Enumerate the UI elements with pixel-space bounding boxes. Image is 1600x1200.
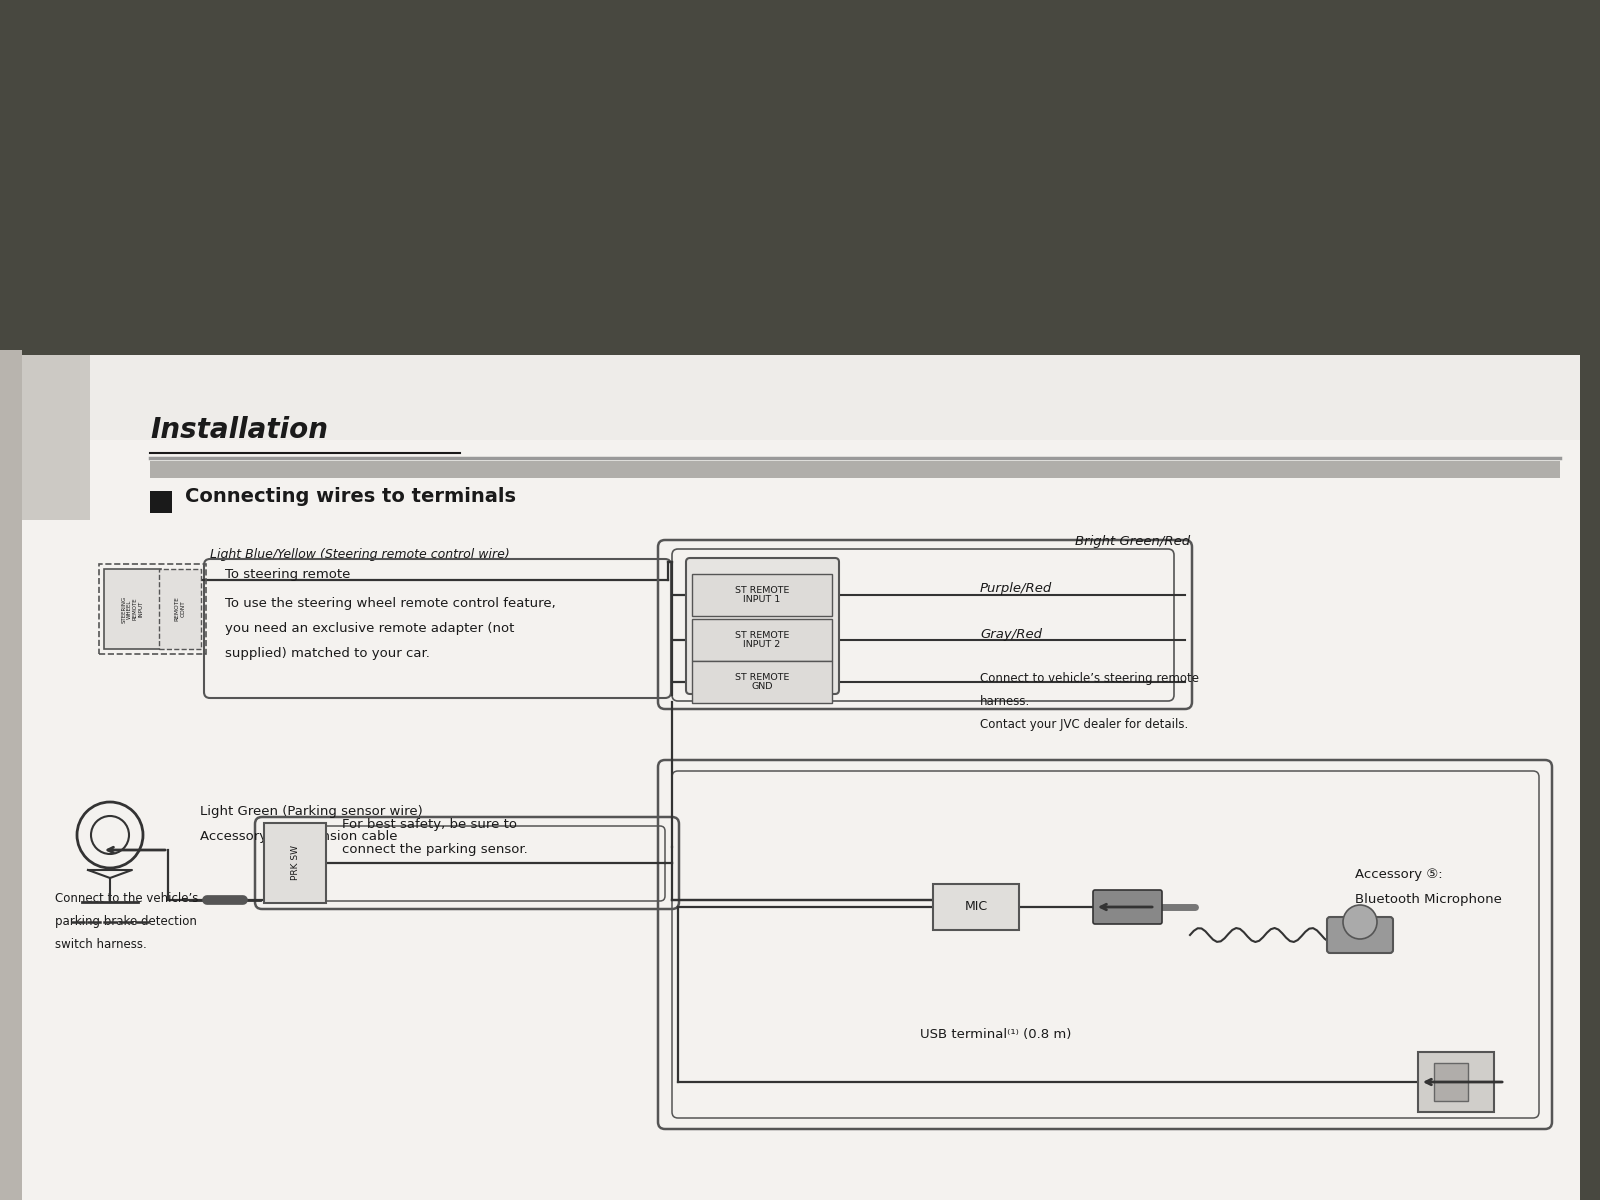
Text: harness.: harness. (979, 695, 1030, 708)
FancyBboxPatch shape (933, 884, 1019, 930)
Text: ST REMOTE
INPUT 1: ST REMOTE INPUT 1 (734, 586, 789, 605)
Text: Accessory ④: Extension cable: Accessory ④: Extension cable (200, 830, 397, 842)
Bar (19, 355, 90, 520)
Bar (19, 355, 1581, 1200)
FancyBboxPatch shape (1418, 1052, 1494, 1112)
Text: you need an exclusive remote adapter (not: you need an exclusive remote adapter (no… (226, 622, 514, 635)
FancyBboxPatch shape (691, 661, 832, 703)
FancyBboxPatch shape (1434, 1063, 1469, 1102)
Text: For best safety, be sure to: For best safety, be sure to (342, 818, 517, 830)
Bar (0, 350, 22, 1200)
FancyBboxPatch shape (104, 569, 162, 649)
FancyBboxPatch shape (691, 574, 832, 616)
Text: Bright Green/Red: Bright Green/Red (1075, 535, 1190, 548)
Text: Connect to the vehicle’s: Connect to the vehicle’s (54, 892, 198, 905)
Text: To steering remote: To steering remote (226, 568, 350, 581)
Text: Connecting wires to terminals: Connecting wires to terminals (186, 487, 515, 506)
FancyBboxPatch shape (264, 823, 326, 902)
Text: Installation: Installation (150, 416, 328, 444)
Text: Gray/Red: Gray/Red (979, 628, 1042, 641)
Text: connect the parking sensor.: connect the parking sensor. (342, 842, 528, 856)
Text: parking brake detection: parking brake detection (54, 914, 197, 928)
Circle shape (1342, 905, 1378, 938)
Text: Accessory ⑤:: Accessory ⑤: (1355, 868, 1443, 881)
Text: To use the steering wheel remote control feature,: To use the steering wheel remote control… (226, 596, 555, 610)
Text: Light Blue/Yellow (Steering remote control wire): Light Blue/Yellow (Steering remote contr… (210, 548, 510, 560)
FancyBboxPatch shape (1326, 917, 1394, 953)
Bar (0, 0, 1600, 400)
Text: REMOTE
CONT: REMOTE CONT (174, 596, 186, 622)
Text: USB terminal⁽¹⁾ (0.8 m): USB terminal⁽¹⁾ (0.8 m) (920, 1028, 1072, 1040)
Bar (150, 491, 173, 514)
Text: PRK SW: PRK SW (291, 846, 299, 881)
Text: Bluetooth Microphone: Bluetooth Microphone (1355, 893, 1502, 906)
Text: Light Green (Parking sensor wire): Light Green (Parking sensor wire) (200, 805, 422, 818)
Text: Connect to vehicle’s steering remote: Connect to vehicle’s steering remote (979, 672, 1198, 685)
Text: MIC: MIC (965, 900, 987, 913)
Bar (150, 461, 1560, 478)
Text: ST REMOTE
GND: ST REMOTE GND (734, 673, 789, 691)
Text: supplied) matched to your car.: supplied) matched to your car. (226, 647, 430, 660)
FancyBboxPatch shape (686, 558, 838, 694)
Text: STEERING
WHEEL
REMOTE
INPUT: STEERING WHEEL REMOTE INPUT (122, 595, 142, 623)
FancyBboxPatch shape (1093, 890, 1162, 924)
Text: Contact your JVC dealer for details.: Contact your JVC dealer for details. (979, 718, 1189, 731)
FancyBboxPatch shape (158, 569, 202, 649)
Text: Purple/Red: Purple/Red (979, 582, 1053, 595)
FancyBboxPatch shape (691, 619, 832, 661)
Bar (19, 355, 1581, 440)
Text: ST REMOTE
INPUT 2: ST REMOTE INPUT 2 (734, 631, 789, 649)
Text: switch harness.: switch harness. (54, 938, 147, 950)
